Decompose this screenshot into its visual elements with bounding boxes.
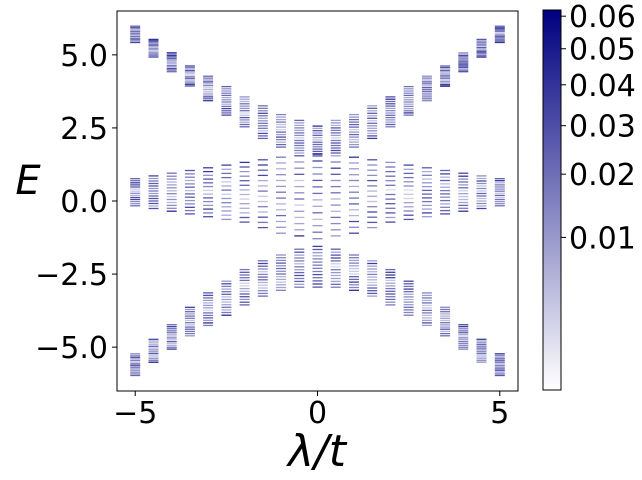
colorbar-tick-label: 0.01 [569, 221, 636, 256]
colorbar-tick-label: 0.03 [569, 110, 636, 145]
colorbar [542, 9, 562, 391]
y-tick-label: 0.0 [60, 185, 108, 220]
colorbar-tick-label: 0.06 [569, 0, 636, 35]
colorbar-tick-label: 0.04 [569, 69, 636, 104]
colorbar-tick-label: 0.05 [569, 33, 636, 68]
colorbar-ticks: 0.01 0.02 0.03 0.040.050.06 [561, 0, 636, 256]
colorbar-tick-label: 0.02 [569, 158, 636, 193]
y-tick-label: 5.0 [60, 39, 108, 74]
plot-frame [116, 10, 519, 392]
x-tick-label: 5 [490, 396, 509, 431]
y-axis: −5.0 −2.5 0.0 2.5 5.0 [35, 39, 117, 366]
y-axis-label: E [15, 158, 41, 204]
x-axis-label: λ/t [286, 426, 348, 477]
y-tick-label: −5.0 [35, 331, 108, 366]
x-tick-label: 0 [308, 396, 327, 431]
plot-marks [130, 25, 505, 377]
y-tick-label: −2.5 [35, 258, 108, 293]
y-tick-label: 2.5 [60, 112, 108, 147]
x-tick-label: −5 [113, 396, 157, 431]
x-axis: −5 0 5 [113, 391, 509, 431]
